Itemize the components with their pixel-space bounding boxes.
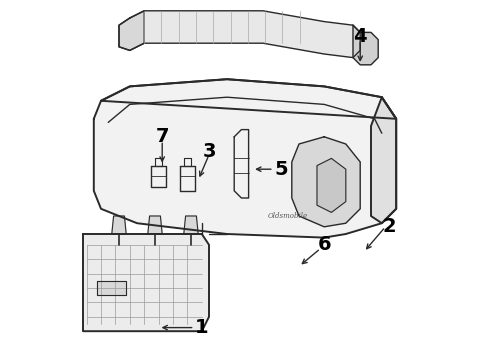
Polygon shape <box>292 137 360 227</box>
Polygon shape <box>184 216 198 234</box>
Polygon shape <box>353 25 378 65</box>
Polygon shape <box>234 130 248 198</box>
Polygon shape <box>94 79 396 238</box>
Polygon shape <box>317 158 346 212</box>
Text: Oldsmobile: Oldsmobile <box>268 212 308 220</box>
Text: 7: 7 <box>155 127 169 146</box>
Polygon shape <box>184 158 191 166</box>
Text: 3: 3 <box>202 142 216 161</box>
Polygon shape <box>148 216 162 234</box>
Text: 4: 4 <box>353 27 367 45</box>
Polygon shape <box>83 234 209 331</box>
Polygon shape <box>119 11 144 50</box>
Polygon shape <box>371 97 396 223</box>
Polygon shape <box>155 158 162 166</box>
Polygon shape <box>112 216 126 234</box>
Text: 1: 1 <box>195 318 209 337</box>
Polygon shape <box>98 281 126 295</box>
Text: 5: 5 <box>274 160 288 179</box>
Text: 2: 2 <box>382 217 396 236</box>
Text: 6: 6 <box>318 235 331 254</box>
Polygon shape <box>151 166 166 187</box>
Polygon shape <box>119 11 360 58</box>
Polygon shape <box>180 166 195 191</box>
